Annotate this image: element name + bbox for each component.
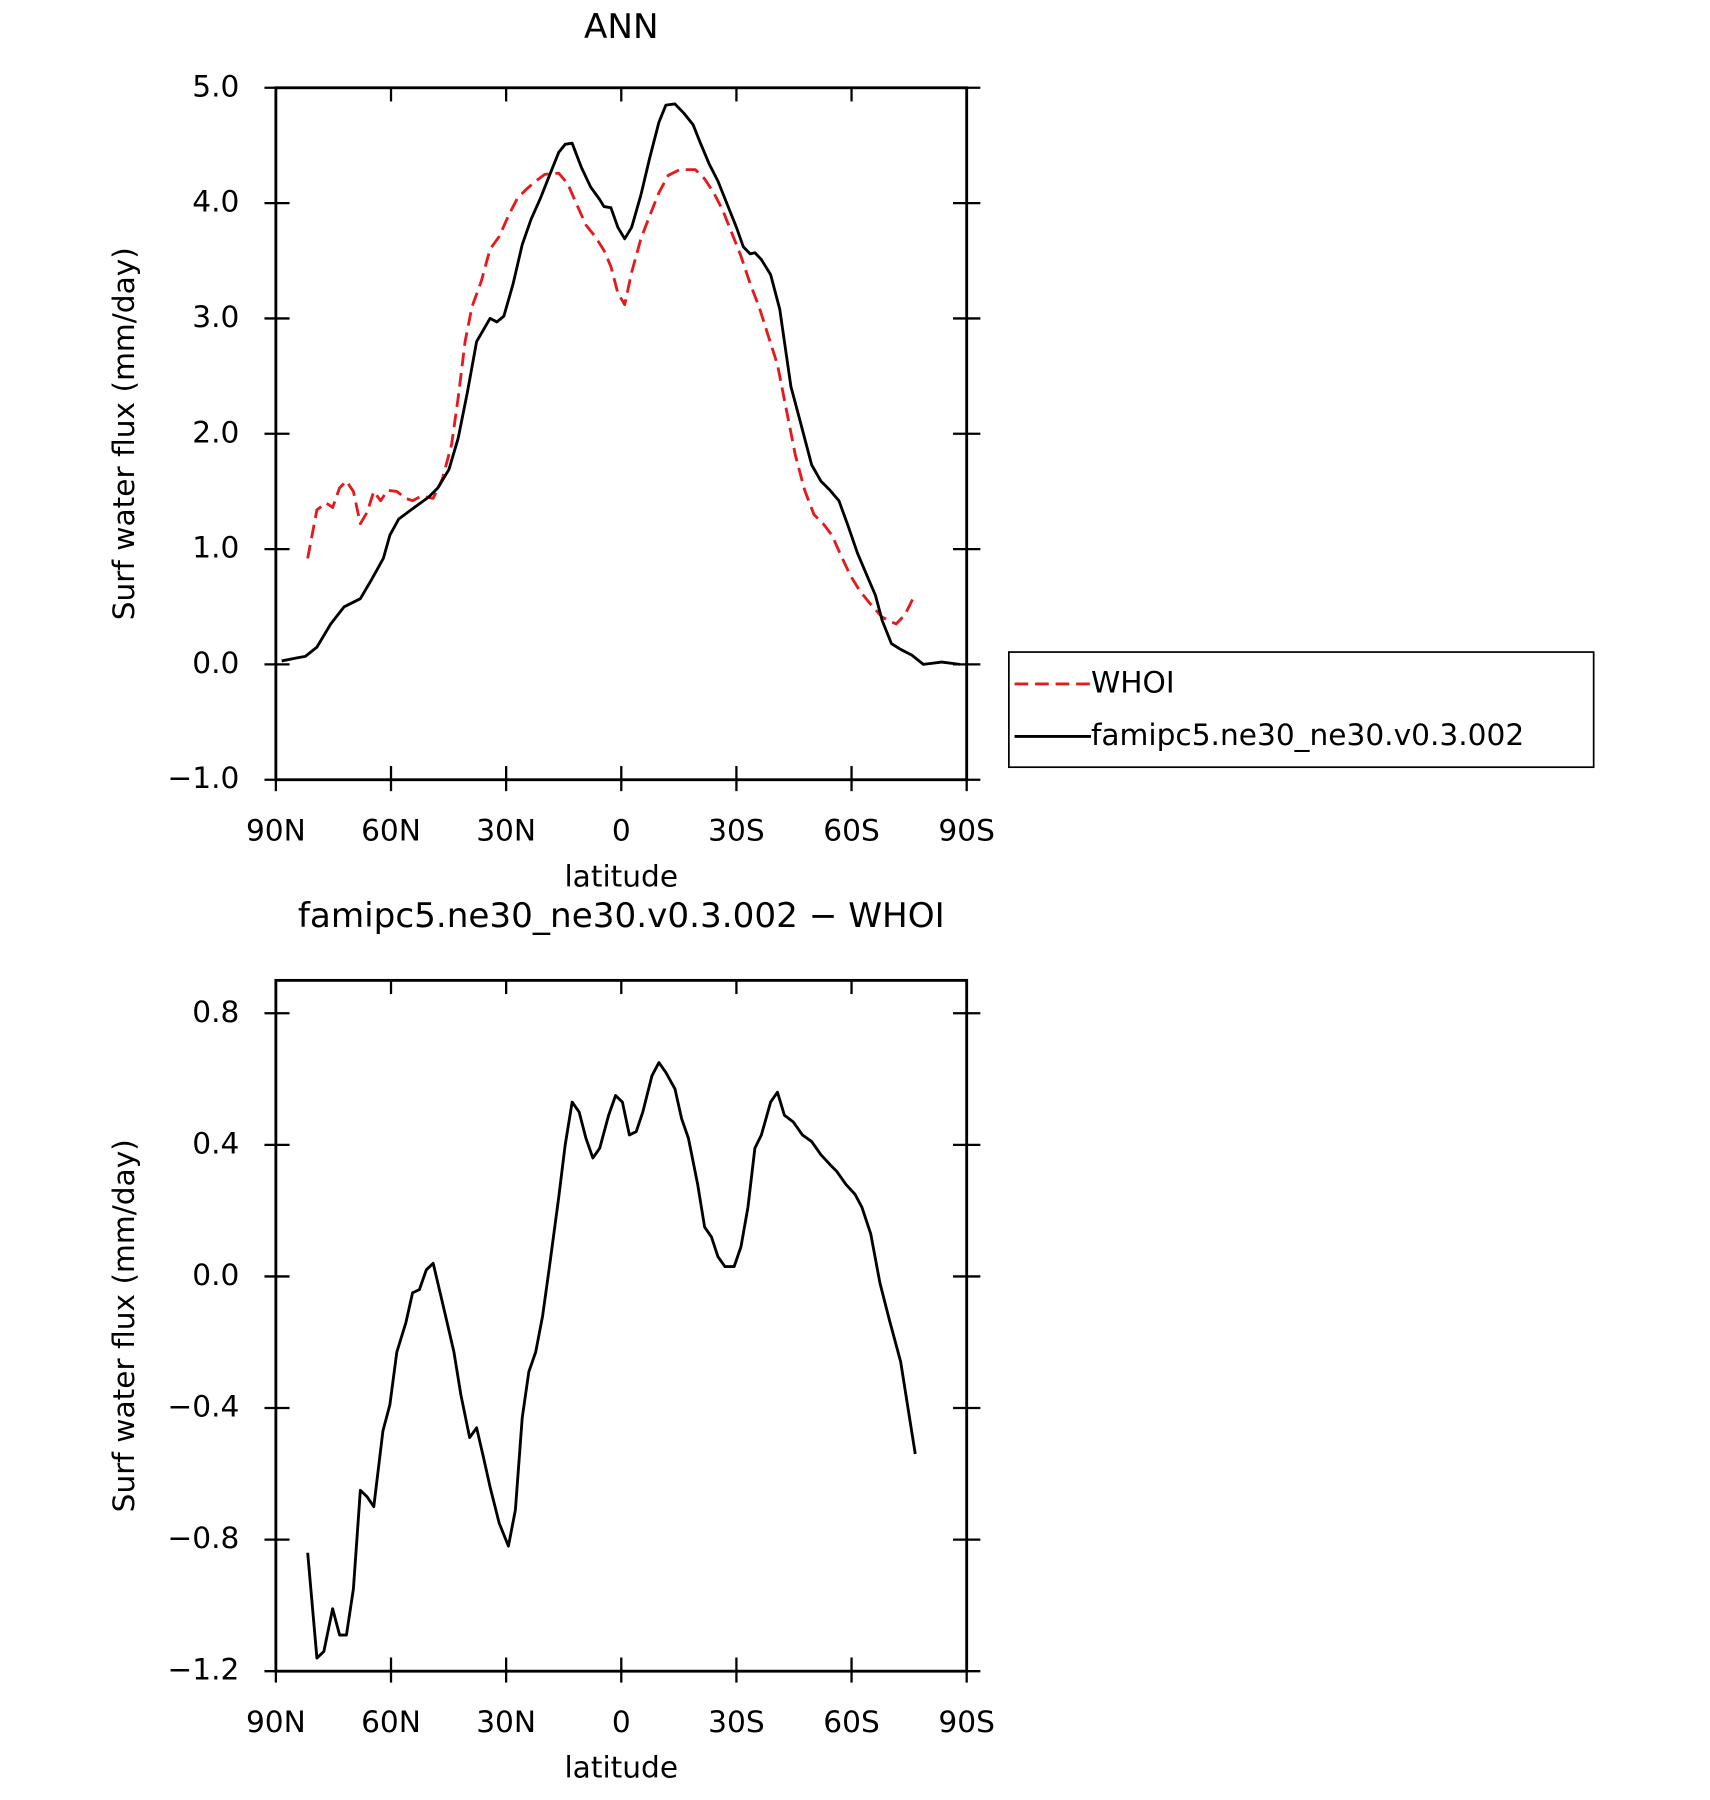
y-tick-label: −0.8 (167, 1520, 239, 1555)
chart-title: ANN (584, 7, 659, 47)
y-tick-label: −1.0 (167, 760, 239, 795)
y-tick-label: 2.0 (192, 414, 239, 449)
x-tick-label: 60N (361, 813, 421, 848)
data-line (281, 102, 960, 666)
y-tick-label: 0.0 (192, 645, 239, 680)
x-tick-label: 30N (476, 813, 536, 848)
x-tick-label: 90S (938, 1704, 995, 1739)
plot-frame (274, 978, 969, 1673)
x-tick-label: 90N (246, 1704, 306, 1739)
legend-label: famipc5.ne30_ne30.v0.3.002 (1091, 717, 1524, 752)
y-tick-label: 0.8 (192, 994, 239, 1029)
x-tick-label: 0 (612, 813, 631, 848)
legend-box (1008, 651, 1595, 769)
x-tick-label: 60S (823, 1704, 880, 1739)
data-line (306, 168, 917, 626)
y-tick-label: 0.0 (192, 1257, 239, 1292)
x-tick-label: 90N (246, 813, 306, 848)
legend-label: WHOI (1091, 664, 1175, 699)
y-tick-label: −1.2 (167, 1652, 239, 1687)
y-axis-label: Surf water flux (mm/day) (106, 247, 141, 620)
x-tick-label: 30S (708, 1704, 765, 1739)
x-tick-label: 60N (361, 1704, 421, 1739)
x-tick-label: 0 (612, 1704, 631, 1739)
y-tick-label: 5.0 (192, 68, 239, 103)
x-axis-label: latitude (564, 1750, 678, 1785)
plot-frame (274, 86, 969, 782)
data-line (306, 1061, 917, 1660)
y-tick-label: 4.0 (192, 184, 239, 219)
y-tick-label: −0.4 (167, 1389, 239, 1424)
x-tick-label: 30N (476, 1704, 536, 1739)
x-tick-label: 90S (938, 813, 995, 848)
x-tick-label: 60S (823, 813, 880, 848)
chart-title: famipc5.ne30_ne30.v0.3.002 − WHOI (298, 896, 945, 936)
x-axis-label: latitude (564, 858, 678, 893)
y-tick-label: 3.0 (192, 299, 239, 334)
y-tick-label: 0.4 (192, 1125, 239, 1160)
y-axis-label: Surf water flux (mm/day) (106, 1139, 141, 1512)
y-tick-label: 1.0 (192, 530, 239, 565)
x-tick-label: 30S (708, 813, 765, 848)
